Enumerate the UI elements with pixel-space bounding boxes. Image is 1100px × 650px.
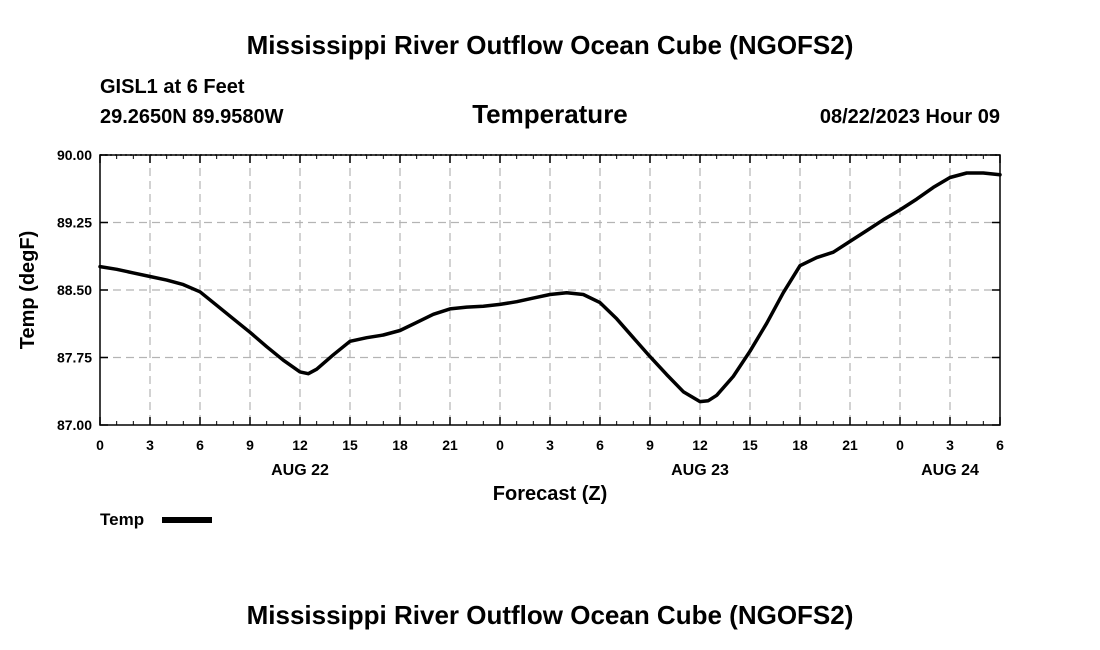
x-tick-label: 0: [496, 437, 504, 453]
x-tick-label: 9: [646, 437, 654, 453]
y-tick-label: 88.50: [57, 282, 92, 298]
x-tick-label: 3: [146, 437, 154, 453]
legend-label: Temp: [100, 510, 144, 529]
x-tick-label: 21: [442, 437, 458, 453]
tick-labels: 0 3 6 9 12 15 18 21 0 3 6 9 12 15 18 21 0 3 6 87.00 87.75 88.…: [57, 147, 1004, 479]
x-tick-label: 15: [342, 437, 358, 453]
x-tick-label: 12: [292, 437, 308, 453]
page-title-bottom: Mississippi River Outflow Ocean Cube (NG…: [246, 600, 854, 630]
date-label: AUG 22: [271, 462, 329, 479]
x-tick-label: 0: [896, 437, 904, 453]
y-tick-label: 90.00: [57, 147, 92, 163]
x-tick-label: 18: [792, 437, 808, 453]
x-tick-label: 0: [96, 437, 104, 453]
station-coordinates: 29.2650N 89.9580W: [100, 106, 284, 128]
y-axis-label: Temp (degF): [17, 231, 39, 350]
x-tick-label: 15: [742, 437, 758, 453]
x-axis-label: Forecast (Z): [493, 483, 607, 505]
temp-series-line: [98, 171, 1002, 404]
y-tick-label: 87.00: [57, 417, 92, 433]
date-label: AUG 23: [671, 462, 729, 479]
date-label: AUG 24: [921, 462, 979, 479]
y-tick-label: 87.75: [57, 350, 92, 366]
x-tick-label: 6: [596, 437, 604, 453]
station-label: GISL1 at 6 Feet: [100, 76, 245, 98]
page-title-top: Mississippi River Outflow Ocean Cube (NG…: [246, 30, 854, 60]
x-tick-label: 12: [692, 437, 708, 453]
x-tick-label: 18: [392, 437, 408, 453]
x-tick-label: 6: [196, 437, 204, 453]
grid-lines: [100, 154, 1000, 425]
axis-ticks: [99, 154, 1001, 426]
x-tick-label: 3: [946, 437, 954, 453]
chart-title: Temperature: [472, 99, 628, 129]
forecast-datetime: 08/22/2023 Hour 09: [819, 106, 1000, 128]
x-tick-label: 6: [996, 437, 1004, 453]
y-tick-label: 89.25: [57, 215, 92, 231]
x-tick-label: 3: [546, 437, 554, 453]
x-tick-label: 21: [842, 437, 858, 453]
x-tick-label: 9: [246, 437, 254, 453]
